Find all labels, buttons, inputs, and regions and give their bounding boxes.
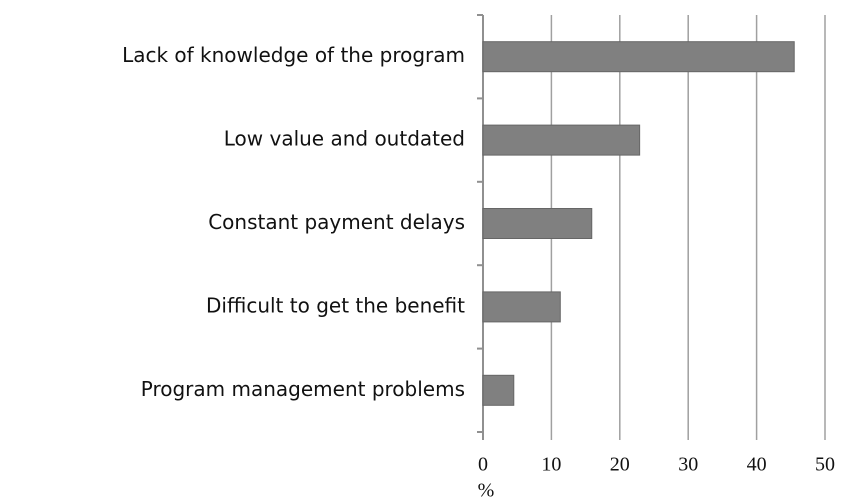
x-tick-label: 40 — [747, 454, 767, 476]
x-tick-label: 30 — [678, 454, 698, 476]
bar — [482, 41, 795, 73]
bar — [482, 291, 561, 323]
bar — [482, 208, 593, 239]
y-tick-label: Low value and outdated — [224, 127, 465, 151]
x-tick-label: 20 — [610, 454, 630, 476]
y-tick-label: Program management problems — [141, 377, 465, 401]
y-tick-label: Lack of knowledge of the program — [122, 43, 465, 67]
y-tick-label: Difficult to get the benefit — [206, 293, 465, 317]
bar — [482, 374, 515, 406]
bar — [482, 124, 641, 156]
x-tick-label: 0 — [478, 454, 488, 476]
x-axis-label: % — [478, 480, 495, 502]
x-tick-label: 50 — [815, 454, 835, 476]
x-tick-label: 10 — [541, 454, 561, 476]
y-tick-label: Constant payment delays — [208, 210, 465, 234]
